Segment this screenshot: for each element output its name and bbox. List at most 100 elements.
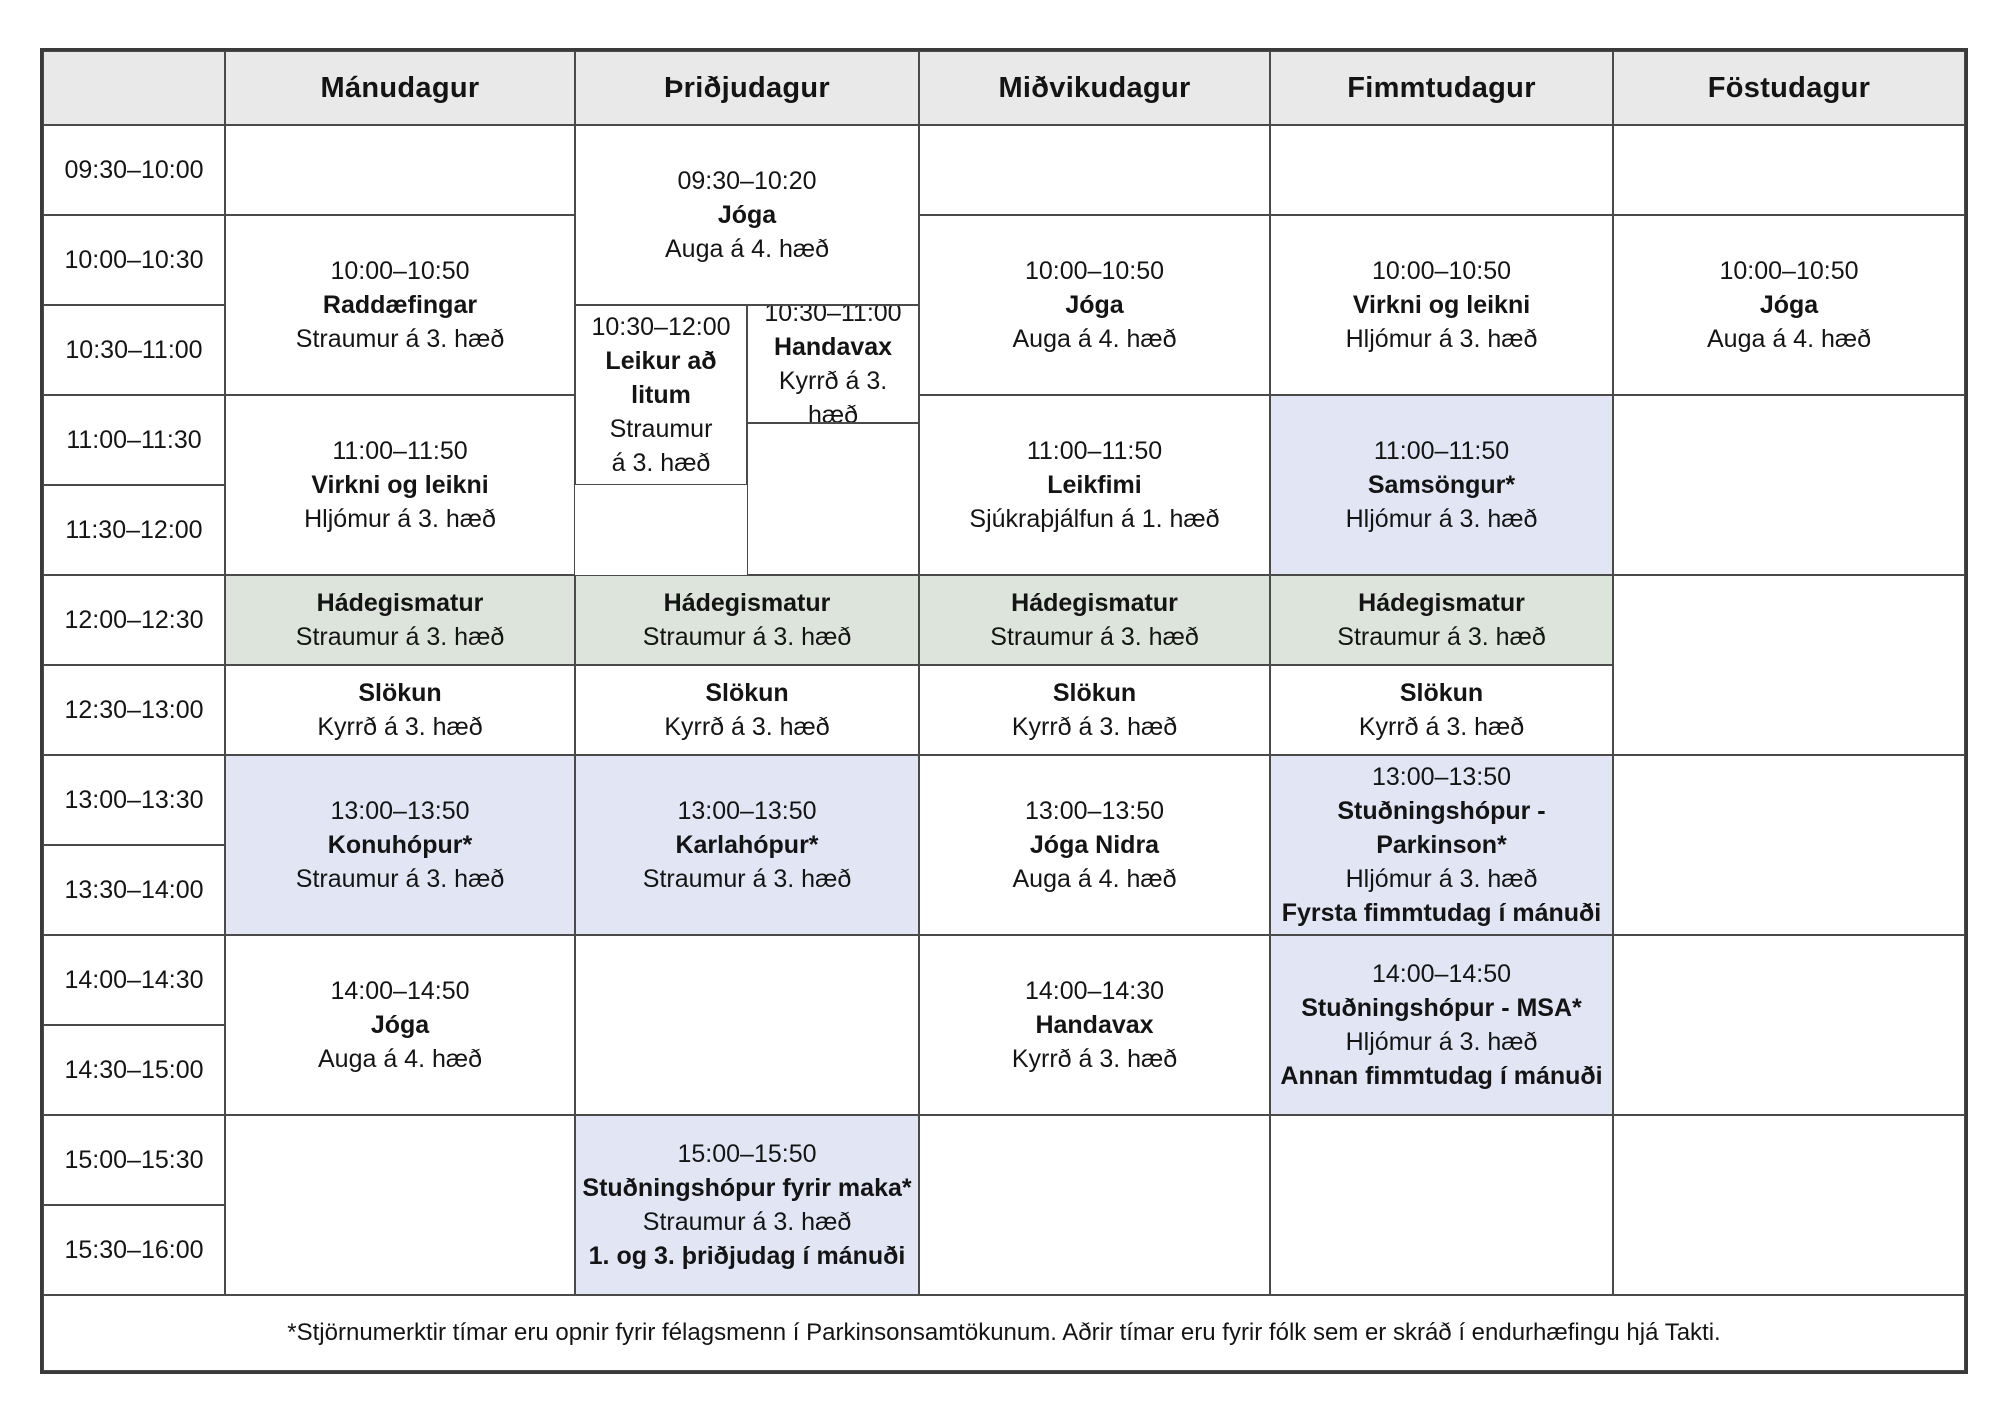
- time-slot: 11:30–12:00: [43, 485, 225, 575]
- event-line: 13:00–13:50: [1371, 763, 1512, 791]
- event-line: Stuðningshópur fyrir maka*: [582, 1174, 912, 1202]
- event-line: Samsöngur*: [1367, 471, 1516, 499]
- empty-cell: [1613, 755, 1965, 935]
- time-slot: 12:30–13:00: [43, 665, 225, 755]
- event-line: Handavax: [773, 333, 893, 361]
- day-header: Mánudagur: [225, 51, 575, 125]
- event-line: Hádegismatur: [663, 589, 831, 617]
- event-line: 13:00–13:50: [330, 797, 470, 825]
- event-cell: 11:00–11:50 Leikfimi Sjúkraþjálfun á 1. hæ…: [919, 395, 1270, 575]
- event-line: 10:00–10:50: [330, 257, 470, 285]
- event-line: Virkni og leikni: [1352, 291, 1531, 319]
- event-line: Jóga: [717, 201, 777, 229]
- event-cell: 10:00–10:50 Jóga Auga á 4. hæð: [919, 215, 1270, 395]
- time-slot: 13:30–14:00: [43, 845, 225, 935]
- event-line: Kyrrð á 3. hæð: [778, 367, 888, 423]
- event-line: Hljómur á 3. hæð: [1345, 865, 1538, 893]
- event-line: Fyrsta fimmtudag í mánuði: [1281, 899, 1602, 927]
- time-slot: 11:00–11:30: [43, 395, 225, 485]
- event-cell: 10:00–10:50 Jóga Auga á 4. hæð: [1613, 215, 1965, 395]
- time-slot: 15:30–16:00: [43, 1205, 225, 1295]
- event-cell: 10:00–10:50 Raddæfingar Straumur á 3. hæð: [225, 215, 575, 395]
- time-slot: 10:00–10:30: [43, 215, 225, 305]
- empty-cell: [225, 125, 575, 215]
- event-line: Kyrrð á 3. hæð: [1011, 713, 1178, 741]
- event-line: Jóga Nidra: [1029, 831, 1160, 859]
- event-line: Sjúkraþjálfun á 1. hæð: [969, 505, 1220, 533]
- event-line: Konuhópur*: [327, 831, 473, 859]
- event-cell: 10:30–12:00 Leikur að litum Straumur á 3. h…: [575, 305, 747, 485]
- event-cell: Hádegismatur Straumur á 3. hæð: [919, 575, 1270, 665]
- event-line: Straumur á 3. hæð: [295, 325, 505, 353]
- event-cell: 14:00–14:50 Jóga Auga á 4. hæð: [225, 935, 575, 1115]
- event-line: Jóga: [370, 1011, 430, 1039]
- event-line: 14:00–14:50: [1371, 960, 1512, 988]
- event-line: 11:00–11:50: [1026, 437, 1163, 465]
- empty-cell: [1613, 575, 1965, 755]
- event-line: Karlahópur*: [675, 831, 819, 859]
- event-line: Straumur á 3. hæð: [295, 623, 505, 651]
- event-line: Handavax: [1035, 1011, 1154, 1039]
- weekly-schedule-table: *Stjörnumerktir tímar eru opnir fyrir fé…: [40, 48, 1968, 1374]
- event-cell: 11:00–11:50 Samsöngur* Hljómur á 3. hæð: [1270, 395, 1613, 575]
- empty-cell: [1613, 1115, 1965, 1295]
- empty-cell: [1270, 1115, 1613, 1295]
- event-line: Kyrrð á 3. hæð: [317, 713, 483, 741]
- event-line: Virkni og leikni: [311, 471, 489, 499]
- event-line: 15:00–15:50: [677, 1140, 817, 1168]
- event-line: Stuðningshópur - Parkinson*: [1337, 797, 1546, 859]
- event-cell: 11:00–11:50 Virkni og leikni Hljómur á 3. …: [225, 395, 575, 575]
- event-line: Slökun: [358, 679, 442, 707]
- event-cell: 09:30–10:20 Jóga Auga á 4. hæð: [575, 125, 919, 305]
- event-line: 13:00–13:50: [677, 797, 817, 825]
- day-header: Miðvikudagur: [919, 51, 1270, 125]
- event-line: Straumur á 3. hæð: [642, 865, 852, 893]
- event-line: 10:30–11:00: [764, 305, 902, 327]
- event-line: Auga á 4. hæð: [1012, 325, 1177, 353]
- event-line: Straumur á 3. hæð: [295, 865, 505, 893]
- time-slot: 12:00–12:30: [43, 575, 225, 665]
- day-header: Föstudagur: [1613, 51, 1965, 125]
- time-slot: 14:00–14:30: [43, 935, 225, 1025]
- event-line: 14:00–14:30: [1024, 977, 1165, 1005]
- event-line: Hljómur á 3. hæð: [1345, 325, 1538, 353]
- empty-cell: [225, 1115, 575, 1295]
- empty-cell: [919, 125, 1270, 215]
- event-cell: Hádegismatur Straumur á 3. hæð: [1270, 575, 1613, 665]
- event-line: 11:00–11:50: [1373, 437, 1510, 465]
- event-line: Jóga: [1065, 291, 1124, 319]
- event-line: 09:30–10:20: [677, 167, 817, 195]
- empty-cell: [575, 935, 919, 1115]
- event-cell: 14:00–14:50 Stuðningshópur - MSA* Hljómur …: [1270, 935, 1613, 1115]
- event-line: Auga á 4. hæð: [317, 1045, 482, 1073]
- event-cell: 10:30–11:00 Handavax Kyrrð á 3. hæð: [747, 305, 919, 423]
- time-slot: 10:30–11:00: [43, 305, 225, 395]
- event-line: Straumur á 3. hæð: [990, 623, 1199, 651]
- event-line: Raddæfingar: [322, 291, 478, 319]
- event-line: Annan fimmtudag í mánuði: [1280, 1062, 1603, 1090]
- event-cell: Slökun Kyrrð á 3. hæð: [575, 665, 919, 755]
- event-line: 1. og 3. þriðjudag í mánuði: [588, 1242, 906, 1270]
- event-cell: 13:00–13:50 Stuðningshópur - Parkinson* Hl…: [1270, 755, 1613, 935]
- event-cell: Slökun Kyrrð á 3. hæð: [1270, 665, 1613, 755]
- event-line: Leikfimi: [1047, 471, 1142, 499]
- event-line: 13:00–13:50: [1024, 797, 1165, 825]
- event-cell: 13:00–13:50 Karlahópur* Straumur á 3. hæð: [575, 755, 919, 935]
- event-line: Straumur: [609, 415, 713, 443]
- event-line: Kyrrð á 3. hæð: [664, 713, 830, 741]
- empty-cell: [1613, 395, 1965, 575]
- empty-cell: [1270, 125, 1613, 215]
- event-line: Hljómur á 3. hæð: [304, 505, 496, 533]
- time-slot: 09:30–10:00: [43, 125, 225, 215]
- event-line: Stuðningshópur - MSA*: [1301, 994, 1582, 1022]
- event-line: Slökun: [705, 679, 789, 707]
- day-header: Þriðjudagur: [575, 51, 919, 125]
- event-line: 14:00–14:50: [330, 977, 470, 1005]
- event-line: Auga á 4. hæð: [664, 235, 829, 263]
- event-line: 10:00–10:50: [1024, 257, 1165, 285]
- event-line: Slökun: [1399, 679, 1484, 707]
- empty-cell: [747, 423, 919, 575]
- time-slot: 14:30–15:00: [43, 1025, 225, 1115]
- event-line: Hljómur á 3. hæð: [1345, 1028, 1538, 1056]
- event-line: 10:00–10:50: [1719, 257, 1859, 285]
